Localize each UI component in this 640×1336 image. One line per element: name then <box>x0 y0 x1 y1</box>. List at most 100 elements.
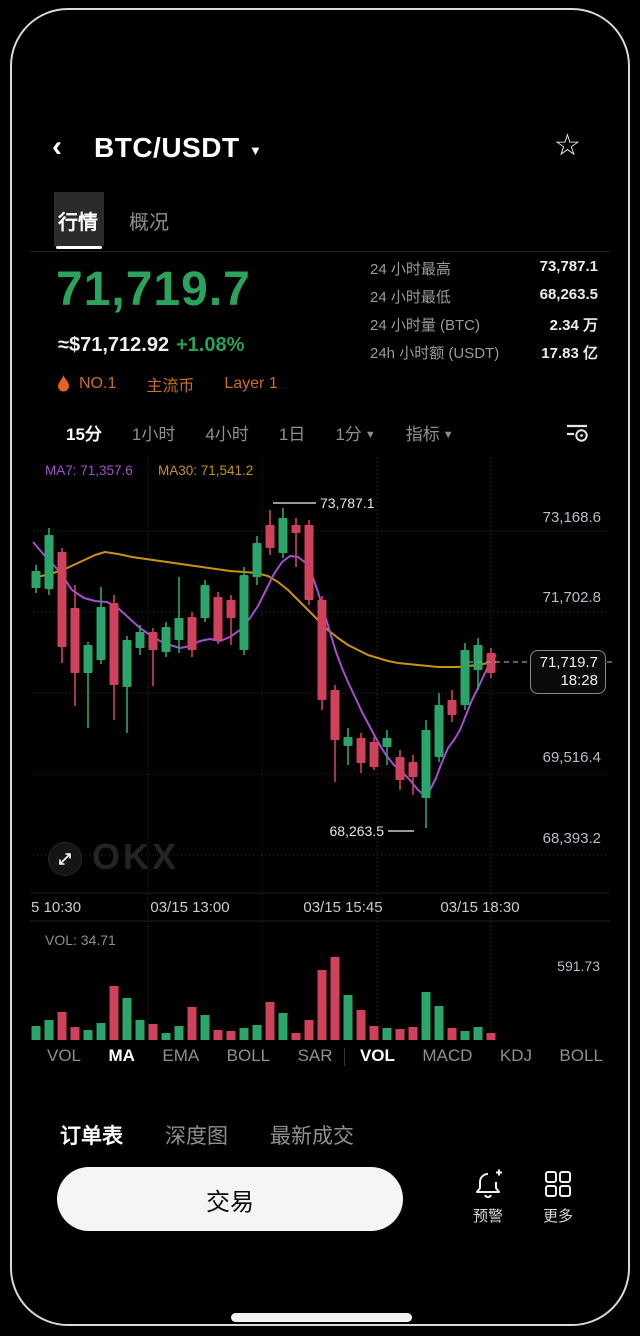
chart-settings-icon[interactable] <box>564 419 590 445</box>
ma7-legend: MA7: 71,357.6 <box>45 463 133 478</box>
stat-label: 24 小时最低 <box>370 289 451 306</box>
timeframe-1分[interactable]: 1分 ▼ <box>335 425 376 444</box>
volume-bar <box>200 1015 210 1040</box>
timeframe-4小时[interactable]: 4小时 <box>205 425 249 444</box>
badge-mainstream[interactable]: 主流币 <box>146 378 195 395</box>
volume-bar <box>135 1020 145 1040</box>
volume-bar <box>330 957 340 1040</box>
x-axis-tick: 03/15 18:30 <box>440 899 519 916</box>
home-indicator[interactable] <box>231 1313 412 1322</box>
expand-arrows-icon <box>59 853 71 865</box>
ma30-line <box>32 551 497 668</box>
tab-订单表[interactable]: 订单表 <box>60 1125 123 1148</box>
fullscreen-toggle[interactable] <box>48 842 82 876</box>
volume-label: VOL: 34.71 <box>45 932 116 948</box>
timeframe-15分[interactable]: 15分 <box>66 425 102 444</box>
timeframe-1小时[interactable]: 1小时 <box>131 425 176 444</box>
volume-bar <box>44 1020 54 1040</box>
header-divider <box>30 251 610 252</box>
tab-quotes[interactable]: 行情 <box>58 212 98 234</box>
candle-body <box>161 627 171 652</box>
candle-body <box>356 738 366 763</box>
indicator-kdj[interactable]: KDJ <box>499 1046 532 1065</box>
x-axis-tick: 5 10:30 <box>31 899 81 916</box>
stat-value: 73,787.1 <box>539 258 598 275</box>
alert-action[interactable]: 预警 <box>462 1168 514 1226</box>
candle-body <box>460 650 470 705</box>
tab-underline <box>56 246 102 249</box>
volume-bar <box>486 1033 496 1040</box>
dropdown-caret-icon: ▼ <box>361 429 376 441</box>
candle-wick <box>87 642 89 728</box>
indicator-boll[interactable]: BOLL <box>226 1046 271 1065</box>
favorite-star-icon[interactable]: ☆ <box>554 129 581 162</box>
high-annotation: 73,787.1 <box>320 495 375 511</box>
volume-bar <box>369 1026 379 1040</box>
stat-row: 24 小时最低 68,263.5 <box>370 286 598 307</box>
timeframe-1日[interactable]: 1日 <box>278 425 306 444</box>
change-percent: +1.08% <box>176 334 245 356</box>
volume-bar <box>382 1028 392 1040</box>
badge-rank[interactable]: NO.1 <box>79 375 117 392</box>
last-price-tag: 71,719.7 18:28 <box>530 650 606 694</box>
candle-wick <box>152 628 154 686</box>
low-annotation: 68,263.5 <box>329 823 385 839</box>
bottom-tabs: 订单表 深度图 最新成交 <box>60 1120 354 1150</box>
pair-dropdown-icon[interactable]: ▼ <box>249 143 262 158</box>
volume-bar <box>109 986 119 1040</box>
tab-最新成交[interactable]: 最新成交 <box>270 1125 354 1148</box>
stat-row: 24 小时最高 73,787.1 <box>370 258 598 279</box>
indicator-boll[interactable]: BOLL <box>559 1046 603 1065</box>
back-icon[interactable]: ‹ <box>52 130 62 163</box>
candle-body <box>434 705 444 757</box>
trade-button-label: 交易 <box>206 1188 254 1216</box>
indicator-ema[interactable]: EMA <box>162 1046 200 1065</box>
indicator-row: VOL MA EMA BOLL SAR VOL MACD KDJ BOLL <box>47 1046 603 1066</box>
volume-bar <box>317 970 327 1040</box>
candle-body <box>44 535 54 589</box>
candle-body <box>174 618 184 640</box>
x-axis-tick: 03/15 15:45 <box>303 899 382 916</box>
tag-price: 71,719.7 <box>539 654 598 671</box>
pair-title: BTC/USDT <box>94 132 240 163</box>
volume-bar <box>239 1028 249 1040</box>
volume-bar <box>122 998 132 1040</box>
badge-layer1[interactable]: Layer 1 <box>224 375 278 392</box>
volume-bar <box>343 995 353 1040</box>
trade-button[interactable]: 交易 <box>57 1167 403 1231</box>
timeframe-指标[interactable]: 指标 ▼ <box>405 425 454 444</box>
stat-label: 24 小时最高 <box>370 261 451 278</box>
tab-深度图[interactable]: 深度图 <box>165 1125 228 1148</box>
more-action[interactable]: 更多 <box>532 1168 584 1226</box>
candlestick-chart[interactable]: 73,168.6 71,702.8 69,516.4 68,393.2 5 10:30 0… <box>0 450 640 1050</box>
indicator-ma[interactable]: MA <box>108 1046 135 1065</box>
volume-bar <box>434 1006 444 1040</box>
candle-body <box>486 653 496 673</box>
volume-bar <box>226 1031 236 1040</box>
candle-wick <box>347 728 349 765</box>
y-axis-tick: 68,393.2 <box>543 830 601 847</box>
volume-bar <box>252 1025 262 1040</box>
candle-body <box>408 762 418 777</box>
volume-bar <box>57 1012 67 1040</box>
timeframe-toolbar: 15分 1小时 4小时 1日 1分 ▼ 指标 ▼ <box>66 420 536 445</box>
candle-body <box>83 645 93 673</box>
tab-overview[interactable]: 概况 <box>129 212 169 234</box>
volume-bar <box>473 1027 483 1040</box>
volume-bar <box>265 1002 275 1040</box>
indicator-macd[interactable]: MACD <box>422 1046 473 1065</box>
indicator-vol[interactable]: VOL <box>359 1046 395 1065</box>
volume-bar <box>304 1020 314 1040</box>
candle-body <box>213 597 223 640</box>
candle-body <box>473 645 483 670</box>
alert-bell-icon <box>476 1169 502 1199</box>
volume-bar <box>291 1033 301 1040</box>
ma30-legend: MA30: 71,541.2 <box>158 463 254 478</box>
indicator-vol[interactable]: VOL <box>47 1046 82 1065</box>
candle-body <box>148 632 158 650</box>
candle-body <box>395 757 405 780</box>
okx-watermark: OKX <box>92 836 180 877</box>
stat-row: 24 小时量 (BTC) 2.34 万 <box>370 314 598 335</box>
candle-body <box>265 525 275 548</box>
indicator-sar[interactable]: SAR <box>297 1046 333 1065</box>
